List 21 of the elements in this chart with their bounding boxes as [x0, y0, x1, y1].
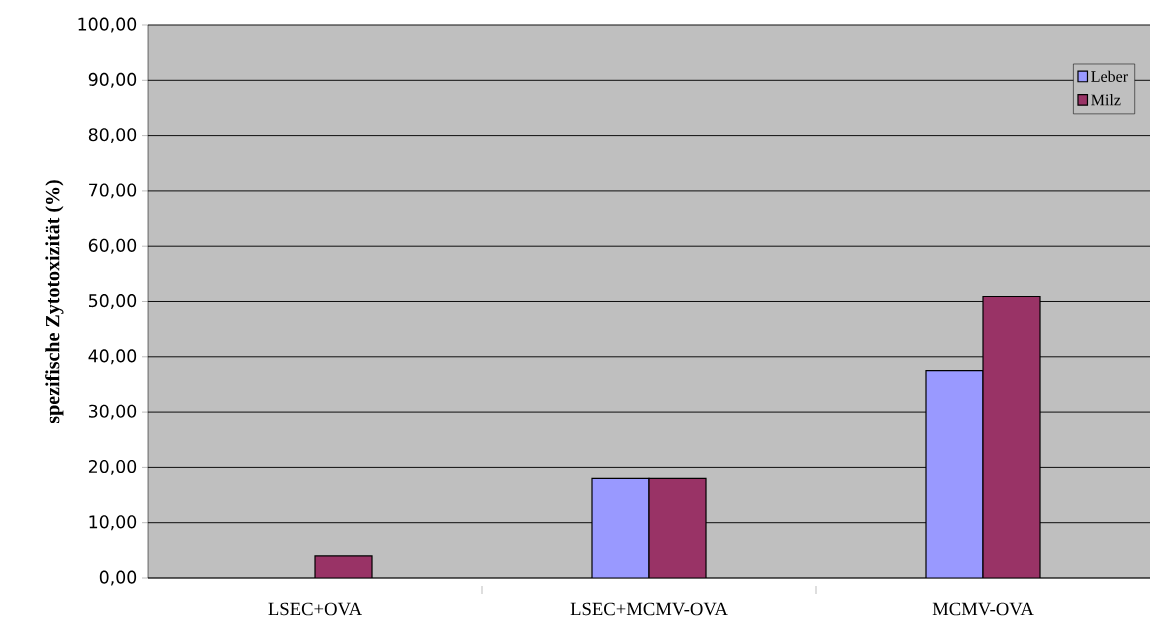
- y-tick-label: 30,00: [88, 404, 137, 420]
- y-tick-label: 60,00: [88, 238, 137, 254]
- y-tick-label: 90,00: [88, 72, 137, 88]
- bar: [648, 477, 707, 578]
- legend-label: Milz: [1091, 94, 1121, 106]
- y-tick-label: 0,00: [99, 570, 137, 586]
- bar: [982, 295, 1041, 578]
- y-tick-label: 20,00: [88, 459, 137, 475]
- y-tick-label: 70,00: [89, 183, 137, 199]
- y-tick-label: 80,00: [88, 128, 137, 144]
- bar: [925, 370, 984, 578]
- y-tick-label: 100,00: [78, 17, 137, 33]
- y-tick-label: 40,00: [88, 349, 137, 365]
- legend-label: Leber: [1091, 70, 1128, 82]
- x-tick-label: LSEC+MCMV-OVA: [570, 602, 728, 616]
- y-tick-label: 50,00: [89, 294, 137, 309]
- x-tick-label: LSEC+OVA: [268, 602, 362, 616]
- y-axis-title: spezifische Zytotoxizität (%): [45, 180, 64, 424]
- x-tick-label: MCMV-OVA: [932, 602, 1034, 616]
- bar: [591, 477, 650, 578]
- y-tick-label: 10,00: [89, 515, 137, 531]
